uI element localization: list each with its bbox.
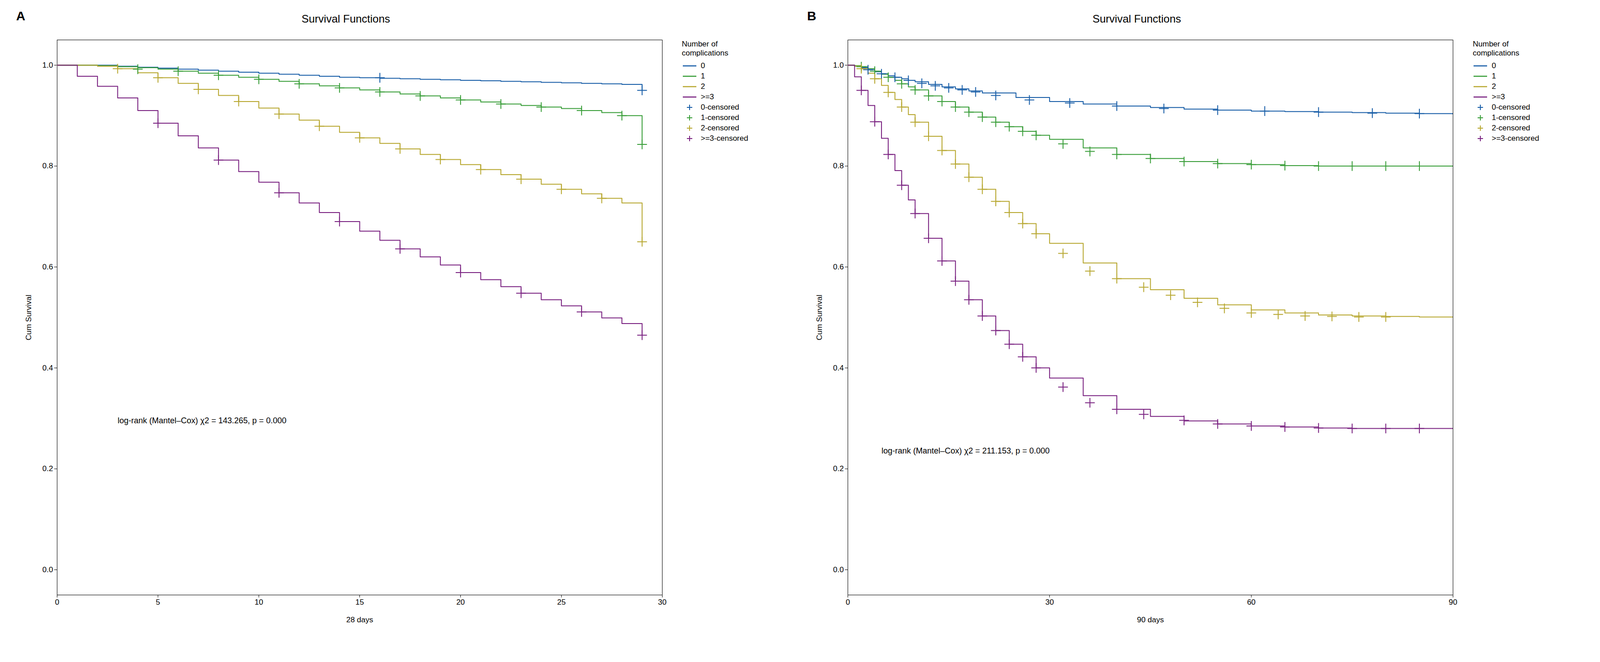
svg-text:90 days: 90 days <box>1137 615 1165 625</box>
html-text:0-censored: 0-censored <box>1491 102 1531 112</box>
svg-text:20: 20 <box>456 598 465 607</box>
html-text:1-censored: 1-censored <box>1491 113 1531 122</box>
html-text:1-censored: 1-censored <box>700 113 740 122</box>
svg-text:0.0: 0.0 <box>833 565 845 575</box>
svg-text:0.6: 0.6 <box>833 262 845 272</box>
html-text:>=3-censored: >=3-censored <box>700 134 749 143</box>
html-text:Number of complications: Number of complications <box>681 39 729 58</box>
html-text:2: 2 <box>700 82 706 91</box>
svg-text:Cum Survival: Cum Survival <box>23 294 33 341</box>
svg-text:0.4: 0.4 <box>42 363 54 373</box>
svg-text:60: 60 <box>1247 598 1256 607</box>
svg-text:30: 30 <box>657 598 667 607</box>
svg-text:1.0: 1.0 <box>833 60 845 70</box>
html-text:>=3: >=3 <box>1491 92 1505 102</box>
svg-text:25: 25 <box>556 598 566 607</box>
svg-text:0.8: 0.8 <box>833 161 845 171</box>
svg-text:1.0: 1.0 <box>42 60 54 70</box>
html-text:B: B <box>807 9 817 24</box>
html-text:2: 2 <box>1491 82 1496 91</box>
html-text:1: 1 <box>700 71 706 81</box>
svg-text:0.0: 0.0 <box>42 565 54 575</box>
svg-text:0.8: 0.8 <box>42 161 54 171</box>
svg-text:28 days: 28 days <box>345 615 374 625</box>
svg-text:10: 10 <box>254 598 263 607</box>
html-text:Number of complications: Number of complications <box>1472 39 1520 58</box>
html-text:>=3: >=3 <box>700 92 715 102</box>
html-text:A: A <box>16 9 26 24</box>
svg-text:log-rank (Mantel–Cox) χ2 = 143: log-rank (Mantel–Cox) χ2 = 143.265, p = … <box>117 416 287 426</box>
html-text:0: 0 <box>700 61 706 70</box>
svg-text:5: 5 <box>155 598 160 607</box>
html-text:1: 1 <box>1491 71 1496 81</box>
html-text:0: 0 <box>1491 61 1496 70</box>
html-text:2-censored: 2-censored <box>700 123 740 133</box>
svg-text:0: 0 <box>845 598 850 607</box>
svg-text:log-rank (Mantel–Cox) χ2 = 211: log-rank (Mantel–Cox) χ2 = 211.153, p = … <box>881 446 1050 456</box>
html-text:Survival Functions: Survival Functions <box>301 12 391 25</box>
html-text:2-censored: 2-censored <box>1491 123 1531 133</box>
svg-text:0.4: 0.4 <box>833 363 845 373</box>
svg-text:15: 15 <box>355 598 364 607</box>
html-text:>=3-censored: >=3-censored <box>1491 134 1540 143</box>
svg-text:0.2: 0.2 <box>42 464 54 474</box>
svg-text:Cum Survival: Cum Survival <box>815 294 824 341</box>
svg-text:30: 30 <box>1045 598 1055 607</box>
html-text:Survival Functions: Survival Functions <box>1092 12 1182 25</box>
svg-text:0.2: 0.2 <box>833 464 845 474</box>
svg-text:0.6: 0.6 <box>42 262 54 272</box>
svg-text:0: 0 <box>55 598 60 607</box>
html-text:0-censored: 0-censored <box>700 102 740 112</box>
svg-text:90: 90 <box>1448 598 1458 607</box>
